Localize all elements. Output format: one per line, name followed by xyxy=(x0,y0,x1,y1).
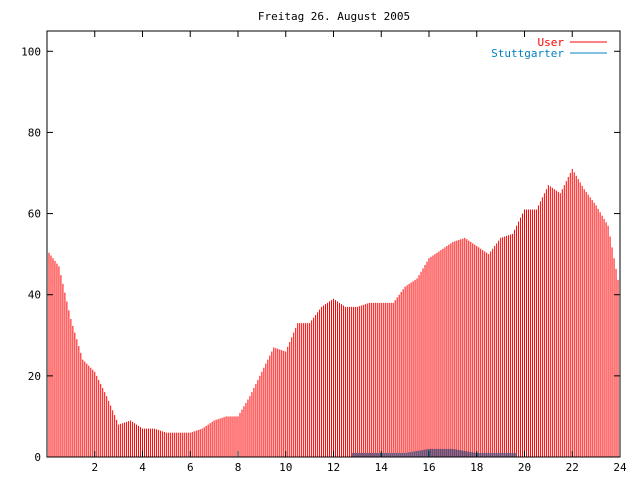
y-tick-label: 60 xyxy=(28,208,41,221)
x-tick-label: 2 xyxy=(91,461,98,474)
x-tick-label: 24 xyxy=(613,461,627,474)
stuttgarter-series xyxy=(352,448,517,457)
chart-title: Freitag 26. August 2005 xyxy=(258,10,410,23)
x-tick-label: 10 xyxy=(279,461,292,474)
legend-label-stuttgarter: Stuttgarter xyxy=(491,47,564,60)
y-axis: 0 20 40 60 80 100 xyxy=(21,45,620,464)
x-tick-label: 22 xyxy=(566,461,579,474)
y-tick-label: 100 xyxy=(21,45,41,58)
x-tick-label: 14 xyxy=(375,461,389,474)
legend-label-user: User xyxy=(538,36,565,49)
y-tick-label: 40 xyxy=(28,289,41,302)
x-tick-label: 12 xyxy=(327,461,340,474)
user-series xyxy=(46,168,621,457)
y-tick-label: 20 xyxy=(28,370,41,383)
y-tick-label: 0 xyxy=(34,451,41,464)
x-tick-label: 18 xyxy=(470,461,483,474)
x-tick-label: 4 xyxy=(139,461,146,474)
y-tick-label: 80 xyxy=(28,126,41,139)
x-axis: 2 4 6 8 10 12 14 16 18 20 22 24 xyxy=(91,31,627,474)
x-tick-label: 6 xyxy=(187,461,194,474)
x-tick-label: 20 xyxy=(518,461,531,474)
x-tick-label: 8 xyxy=(235,461,242,474)
legend: User Stuttgarter xyxy=(491,36,607,60)
x-tick-label: 16 xyxy=(422,461,435,474)
